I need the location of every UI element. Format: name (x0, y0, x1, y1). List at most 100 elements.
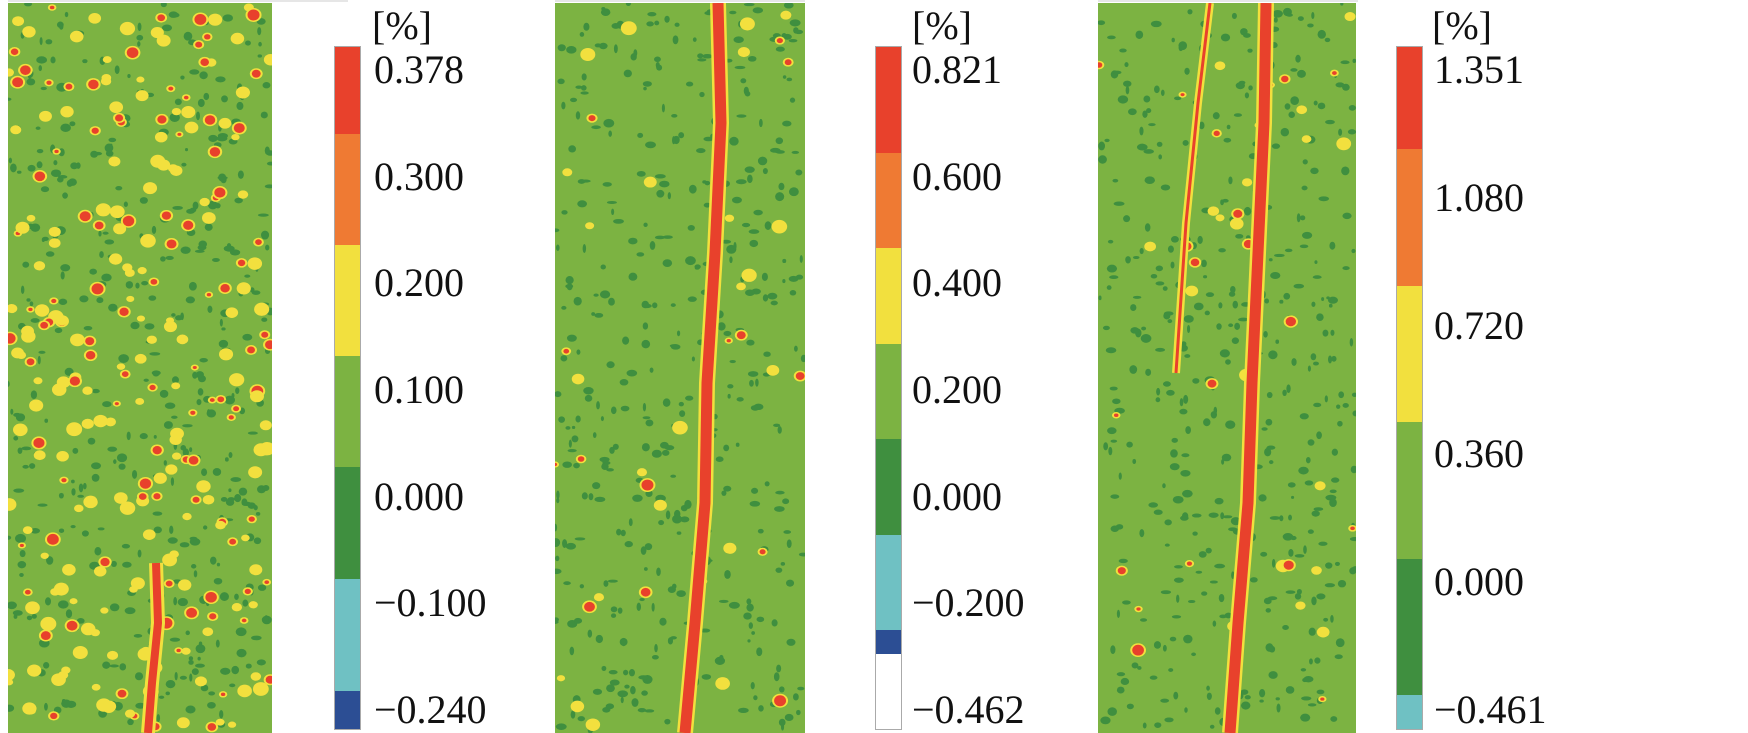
strain-speckle (571, 435, 579, 443)
strain-speckle (1303, 676, 1314, 683)
strain-speckle (1304, 480, 1314, 486)
strain-speckle (672, 420, 688, 435)
strain-speckle (678, 401, 684, 407)
strain-speckle (1265, 608, 1271, 613)
strain-speckle (165, 464, 178, 475)
strain-speckle (240, 650, 247, 656)
strain-speckle (253, 537, 262, 545)
strain-hotspot (192, 496, 200, 503)
strain-speckle (661, 449, 670, 456)
strain-speckle (555, 538, 561, 547)
strain-speckle (1214, 61, 1226, 71)
strain-speckle (151, 370, 161, 376)
strain-speckle (1299, 244, 1309, 249)
strain-speckle (1300, 215, 1306, 221)
strain-speckle (610, 613, 617, 618)
colorbar-tick-label: 0.200 (374, 260, 464, 306)
strain-speckle (741, 268, 757, 282)
strain-hotspot (149, 384, 156, 391)
strain-speckle (606, 200, 617, 204)
strain-hotspot (1233, 209, 1243, 218)
strain-speckle (60, 106, 74, 118)
strain-speckle (1330, 329, 1335, 336)
strain-speckle (1132, 255, 1140, 260)
strain-speckle (136, 76, 145, 83)
strain-speckle (262, 485, 270, 492)
strain-speckle (664, 15, 670, 23)
strain-speckle (208, 13, 223, 26)
strain-speckle (1191, 652, 1197, 657)
strain-speckle (172, 12, 180, 18)
strain-speckle (1198, 551, 1207, 558)
strain-speckle (99, 251, 104, 258)
strain-speckle (613, 44, 618, 54)
strain-hotspot (33, 437, 45, 449)
strain-speckle (606, 361, 615, 369)
strain-speckle (58, 492, 64, 499)
strain-speckle (1316, 593, 1326, 600)
strain-speckle (27, 164, 36, 172)
strain-speckle (1169, 636, 1177, 642)
strain-speckle (1295, 601, 1306, 610)
strain-hotspot (640, 587, 651, 597)
strain-speckle (1231, 337, 1240, 345)
strain-speckle (761, 272, 768, 282)
strain-speckle (1205, 547, 1212, 554)
strain-speckle (1145, 368, 1152, 376)
strain-speckle (108, 253, 123, 265)
strain-speckle (1205, 292, 1215, 298)
strain-speckle (1107, 707, 1117, 716)
strain-speckle (1162, 286, 1168, 291)
strain-speckle (1307, 703, 1317, 707)
strain-speckle (753, 209, 763, 216)
strain-speckle (1248, 85, 1253, 91)
strain-speckle (1221, 453, 1232, 462)
strain-speckle (225, 307, 239, 318)
strain-speckle (570, 97, 578, 103)
strain-speckle (593, 593, 605, 602)
strain-speckle (1119, 48, 1127, 53)
strain-speckle (641, 339, 651, 349)
strain-speckle (636, 602, 642, 612)
strain-speckle (256, 659, 266, 666)
strain-speckle (585, 718, 601, 731)
strain-speckle (70, 333, 85, 347)
strain-speckle (697, 58, 707, 62)
strain-speckle (60, 123, 71, 133)
strain-speckle (617, 607, 623, 614)
strain-speckle (1324, 37, 1331, 43)
strain-speckle (759, 118, 763, 128)
strain-speckle (1311, 566, 1322, 575)
strain-speckle (1104, 138, 1110, 143)
strain-speckle (215, 520, 226, 530)
strain-hotspot (1283, 560, 1294, 570)
strain-speckle (723, 444, 730, 452)
strain-speckle (1314, 260, 1318, 264)
strain-speckle (1183, 315, 1194, 323)
strain-speckle (1305, 456, 1311, 464)
strain-speckle (60, 271, 65, 280)
strain-speckle (1351, 392, 1356, 397)
strain-speckle (58, 528, 65, 533)
strain-speckle (727, 393, 731, 399)
strain-speckle (1324, 583, 1336, 588)
strain-speckle (775, 490, 785, 495)
strain-hotspot (168, 86, 174, 91)
strain-speckle (654, 20, 660, 26)
strain-speckle (77, 494, 85, 498)
strain-speckle (185, 296, 196, 304)
strain-hotspot (88, 79, 99, 90)
strain-speckle (758, 705, 764, 712)
strain-hotspot (119, 307, 129, 316)
strain-hotspot (220, 692, 226, 697)
strain-speckle (91, 462, 102, 470)
strain-speckle (257, 54, 263, 58)
strain-speckle (163, 460, 167, 466)
strain-speckle (654, 56, 661, 63)
strain-hotspot (165, 580, 173, 587)
strain-speckle (1162, 644, 1167, 652)
strain-speckle (1318, 541, 1328, 546)
strain-speckle (1139, 529, 1145, 538)
strain-speckle (799, 255, 803, 263)
strain-speckle (1162, 381, 1171, 387)
